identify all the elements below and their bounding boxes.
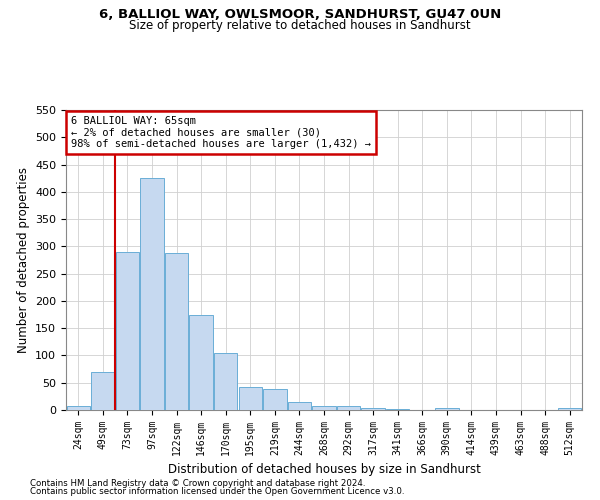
Bar — [337, 406, 360, 410]
Bar — [140, 178, 164, 410]
Bar — [116, 252, 139, 410]
Bar — [288, 402, 311, 410]
Bar — [313, 406, 335, 410]
Bar — [67, 406, 90, 410]
Bar — [239, 386, 262, 410]
Bar — [190, 314, 213, 410]
Text: Size of property relative to detached houses in Sandhurst: Size of property relative to detached ho… — [129, 18, 471, 32]
Bar — [263, 390, 287, 410]
Text: Contains HM Land Registry data © Crown copyright and database right 2024.: Contains HM Land Registry data © Crown c… — [30, 478, 365, 488]
Text: 6, BALLIOL WAY, OWLSMOOR, SANDHURST, GU47 0UN: 6, BALLIOL WAY, OWLSMOOR, SANDHURST, GU4… — [99, 8, 501, 20]
Text: Contains public sector information licensed under the Open Government Licence v3: Contains public sector information licen… — [30, 487, 404, 496]
Bar — [214, 352, 238, 410]
Bar — [91, 372, 115, 410]
Bar — [361, 408, 385, 410]
X-axis label: Distribution of detached houses by size in Sandhurst: Distribution of detached houses by size … — [167, 464, 481, 476]
Bar — [165, 253, 188, 410]
Bar — [558, 408, 581, 410]
Y-axis label: Number of detached properties: Number of detached properties — [17, 167, 29, 353]
Text: 6 BALLIOL WAY: 65sqm
← 2% of detached houses are smaller (30)
98% of semi-detach: 6 BALLIOL WAY: 65sqm ← 2% of detached ho… — [71, 116, 371, 149]
Bar — [435, 408, 458, 410]
